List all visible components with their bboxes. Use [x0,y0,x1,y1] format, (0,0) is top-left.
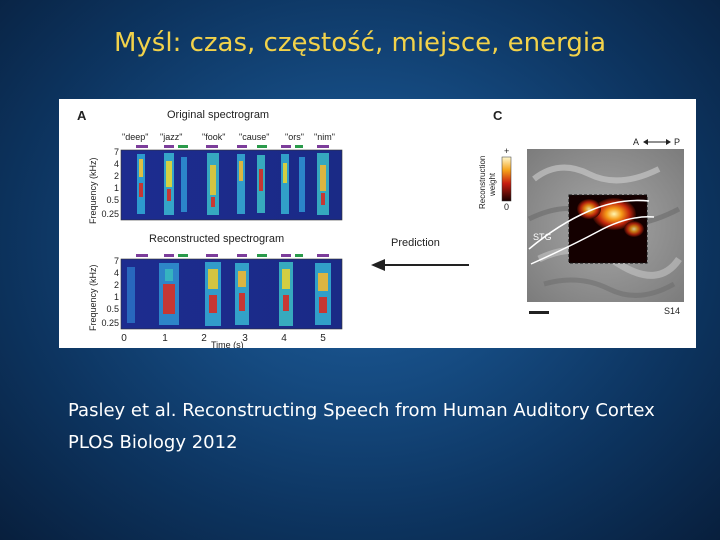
prediction-label: Prediction [391,237,440,249]
freq-tick-top-2: 2 [114,171,119,181]
citation-line-2: PLOS Biology 2012 [68,432,238,453]
freq-tick-top-1: 1 [114,183,119,193]
orientation-arrow [643,139,671,145]
y-axis-label-bottom: Frequency (kHz) [88,264,98,331]
reconstructed-spectrogram [120,258,343,330]
slide-title: Myśl: czas, częstość, miejsce, energia [113,28,607,58]
y-axis-label-top: Frequency (kHz) [88,157,98,224]
word-fook: "fook" [202,132,225,142]
word-ors: "ors" [285,132,304,142]
colorbar-label-1: Reconstruction [478,156,487,209]
time-tick-5: 5 [320,333,326,344]
time-tick-1: 1 [162,333,168,344]
colorbar-min: 0 [504,202,509,212]
freq-tick-bottom-2: 2 [114,280,119,290]
freq-tick-top-025: 0.25 [101,209,119,219]
time-tick-4: 4 [281,333,287,344]
subject-label: S14 [664,306,680,316]
phoneme-bars-bottom [136,254,329,257]
brain-image [527,149,684,302]
freq-tick-bottom-025: 0.25 [101,318,119,328]
original-spectrogram-title: Original spectrogram [167,109,269,121]
citation-line-1: Pasley et al. Reconstructing Speech from… [68,400,655,421]
x-axis-label: Time (s) [211,340,244,348]
reconstructed-spectrogram-title: Reconstructed spectrogram [149,233,284,245]
original-spectrogram [120,149,343,221]
freq-tick-bottom-05: 0.5 [106,304,119,314]
panel-a-label: A [77,108,87,123]
freq-tick-top-05: 0.5 [106,195,119,205]
orient-anterior: A [633,137,639,147]
freq-tick-bottom-4: 4 [114,268,119,278]
word-cause: "cause" [239,132,269,142]
freq-tick-bottom-7: 7 [114,256,119,266]
scale-bar [529,311,549,314]
freq-tick-bottom-1: 1 [114,292,119,302]
colorbar-max: + [504,146,509,156]
phoneme-bars-top [136,145,329,148]
orient-posterior: P [674,137,680,147]
time-tick-0: 0 [121,333,127,344]
freq-tick-top-4: 4 [114,159,119,169]
figure-image: A Original spectrogram "deep" "jazz" "fo… [59,99,696,348]
citation: Pasley et al. Reconstructing Speech from… [68,395,655,459]
prediction-arrow [371,259,469,271]
colorbar-label-2: weight [488,172,497,197]
word-jazz: "jazz" [160,132,182,142]
time-tick-2: 2 [201,333,207,344]
time-tick-3: 3 [242,333,248,344]
freq-tick-top-7: 7 [114,147,119,157]
word-deep: "deep" [122,132,148,142]
panel-c-label: C [493,108,503,123]
stg-label: STG [533,232,552,242]
colorbar [501,156,512,202]
word-nim: "nim" [314,132,335,142]
